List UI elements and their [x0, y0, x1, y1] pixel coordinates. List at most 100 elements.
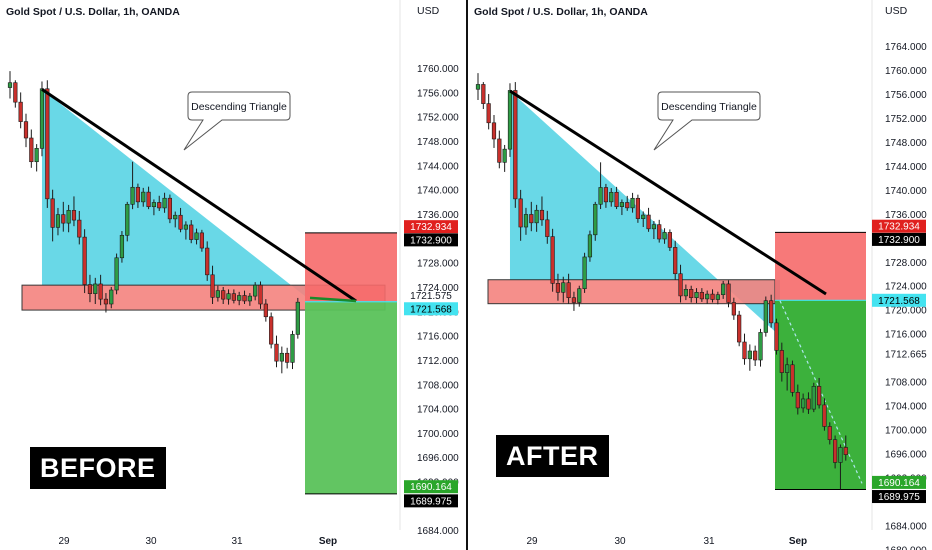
candle-body	[662, 232, 667, 240]
price-tick-label: 1740.000	[885, 186, 927, 197]
candle-body	[785, 364, 790, 373]
candle-body	[694, 292, 699, 299]
candle-body	[226, 293, 231, 300]
candle-body	[678, 273, 683, 297]
price-tick-label: 1760.000	[417, 64, 459, 75]
price-tick-label: 1744.000	[885, 162, 927, 173]
candle-body	[119, 234, 125, 259]
candle-body	[157, 202, 162, 209]
price-tick-label: 1696.000	[417, 453, 459, 464]
price-tick-label: 1748.000	[417, 137, 459, 148]
price-tick-label: 1736.000	[417, 210, 459, 221]
annotation-callout: Descending Triangle	[653, 91, 761, 151]
price-tick-label: 1708.000	[885, 378, 927, 389]
candle-body	[779, 350, 784, 373]
candle-body	[630, 197, 635, 209]
axis-unit-label: USD	[885, 5, 908, 17]
price-tag-label: 1732.934	[878, 222, 920, 233]
price-tick-label: 1700.000	[885, 425, 927, 436]
candle-body	[146, 191, 151, 208]
candle-body	[189, 224, 194, 240]
candle-body	[173, 214, 178, 220]
candle-body	[507, 90, 513, 150]
after-label: AFTER	[496, 435, 609, 477]
candle-body	[619, 202, 625, 207]
candle-body	[726, 283, 731, 303]
candle-body	[513, 90, 518, 200]
candle-body	[550, 236, 555, 284]
price-tag-label: 1689.975	[410, 496, 452, 507]
annotation-callout: Descending Triangle	[183, 91, 291, 151]
candle-body	[523, 214, 529, 228]
candle-body	[705, 293, 710, 300]
candle-body	[141, 191, 146, 203]
candle-body	[497, 138, 502, 163]
price-tag-label: 1721.568	[410, 304, 452, 315]
candle-body	[614, 191, 619, 207]
price-tick-label: 1700.000	[417, 429, 459, 440]
candle-body	[774, 322, 779, 351]
price-tag-bg	[404, 480, 458, 494]
candle-body	[566, 282, 571, 299]
take-profit-box	[305, 301, 397, 494]
annotation-text: Descending Triangle	[191, 101, 287, 113]
price-tick-label: 1724.000	[417, 283, 459, 294]
candle-body	[77, 219, 82, 238]
support-zone	[487, 279, 776, 305]
price-tick-label: 1748.000	[885, 138, 927, 149]
candle-body	[545, 219, 550, 237]
candle-body	[833, 439, 838, 463]
candle-body	[93, 283, 98, 294]
candle-body	[491, 122, 497, 140]
candle-body	[699, 292, 704, 300]
before-chart[interactable]: USD Descending Triangle 1760.000 1756.000 17…	[0, 0, 466, 550]
candle-body	[790, 364, 795, 393]
candle-body	[801, 398, 806, 409]
resistance-line	[41, 88, 357, 303]
candle-body	[593, 203, 598, 236]
candle-body	[843, 447, 848, 455]
price-tick-label: 1720.000	[885, 306, 927, 317]
candle-body	[183, 224, 188, 230]
candle-body	[125, 203, 130, 236]
candle-body	[114, 257, 119, 291]
candle-body	[742, 341, 747, 360]
candle-body	[29, 137, 34, 163]
price-tick-label: 1764.000	[885, 42, 927, 53]
price-tick-label: 1716.000	[417, 332, 459, 343]
price-tick-label: 1756.000	[417, 88, 459, 99]
candle-body	[758, 332, 763, 361]
candle-body	[715, 294, 720, 300]
candle-body	[167, 197, 173, 220]
price-tag-bg	[872, 490, 926, 504]
candle-body	[721, 283, 726, 296]
price-tick-label: 1704.000	[417, 405, 459, 416]
candle-body	[7, 82, 13, 88]
candle-body	[747, 350, 752, 360]
price-tag-label: 1721.568	[878, 296, 920, 307]
candle-body	[657, 224, 662, 240]
price-tag-bg	[872, 475, 926, 489]
candle-body	[109, 289, 114, 305]
price-tick-label: 1712.665	[885, 350, 927, 361]
candle-body	[555, 283, 561, 293]
candle-body	[539, 209, 545, 221]
candle-body	[82, 236, 87, 285]
price-tick-label: 1696.000	[885, 449, 927, 460]
price-tick-label: 1752.000	[417, 113, 459, 124]
annotation-bubble	[183, 91, 291, 151]
after-panel: USD Descending Triangle 1764.000 1760.000 17…	[468, 0, 932, 550]
price-tick-label: 1716.000	[885, 330, 927, 341]
candle-body	[71, 210, 77, 221]
after-chart[interactable]: USD Descending Triangle 1764.000 1760.000 17…	[468, 0, 932, 550]
candle-body	[178, 214, 183, 230]
time-tick-label: 29	[526, 536, 538, 547]
candle-body	[795, 392, 800, 409]
price-tag-bg	[404, 494, 458, 508]
candle-body	[34, 148, 39, 163]
candle-body	[641, 214, 646, 219]
candle-body	[87, 284, 93, 294]
price-tick-label: 1680.000	[885, 545, 927, 550]
candle-body	[55, 214, 61, 228]
